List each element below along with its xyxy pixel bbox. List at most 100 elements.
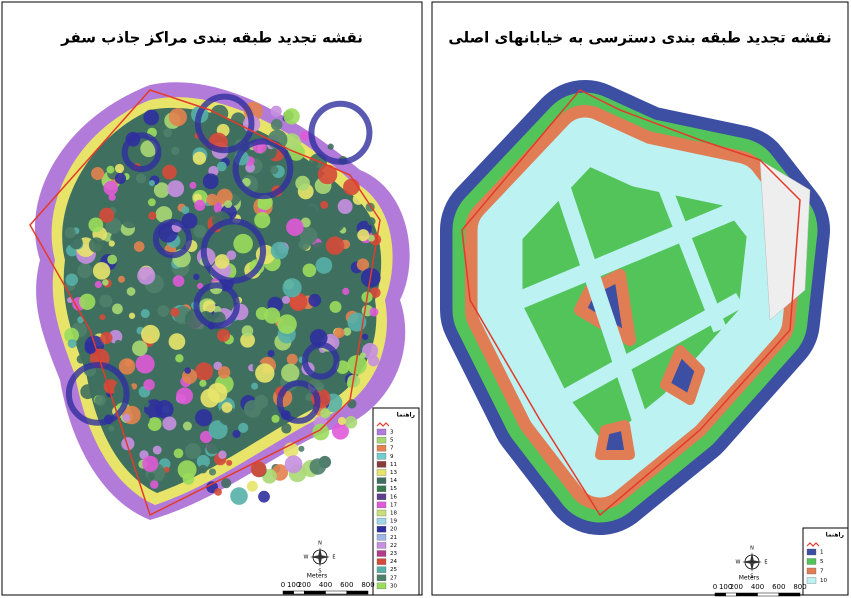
map-patch: [167, 180, 185, 198]
legend-swatch: [376, 501, 387, 509]
map-patch: [79, 293, 96, 310]
map-patch: [281, 363, 300, 383]
right-map: [440, 80, 830, 535]
map-patch: [361, 333, 369, 341]
map-patch: [320, 200, 329, 209]
map-ring: [193, 282, 240, 329]
map-patch: [214, 488, 222, 496]
map-patch: [214, 254, 230, 269]
legend-label: 19: [390, 519, 397, 525]
legend-swatch: [806, 548, 817, 556]
map-ring: [232, 138, 294, 200]
legend-label: 9: [390, 454, 394, 460]
scale-segment: [293, 590, 305, 595]
map-patch: [286, 218, 304, 236]
map-patch: [277, 314, 297, 335]
map-patch: [143, 401, 150, 408]
legend-swatch: [376, 534, 387, 541]
map-ring: [308, 100, 373, 165]
map-patch: [152, 445, 162, 455]
legend-swatch: [806, 558, 817, 565]
map-patch: [367, 355, 380, 367]
legend-swatch: [376, 469, 387, 476]
map-ring: [65, 362, 130, 426]
map-patch: [173, 448, 184, 459]
map-patch: [251, 382, 259, 390]
map-patch: [177, 460, 197, 480]
legend-swatch: [376, 453, 387, 460]
legend-boundary: [806, 542, 820, 547]
map-patch: [69, 235, 83, 250]
scale-segment: [778, 592, 801, 597]
map-patch: [299, 227, 318, 245]
legend-swatch: [376, 542, 387, 549]
map-patch: [170, 307, 180, 317]
map-patch: [316, 314, 326, 323]
map-patch: [135, 173, 147, 184]
map-patch: [108, 425, 115, 432]
compass-letter: S: [750, 574, 753, 580]
map-patch: [249, 296, 262, 309]
legend-boundary: [376, 422, 390, 427]
north-star: [310, 547, 330, 567]
scale-label: 800: [361, 581, 374, 589]
map-patch: [309, 458, 326, 475]
map-patch: [352, 193, 365, 205]
map-patch: [168, 108, 187, 127]
map-patch: [197, 282, 204, 290]
map-patch: [84, 341, 97, 354]
map-patch: [207, 382, 228, 403]
legend-title: راهنما: [397, 412, 416, 419]
scale-label: 100: [719, 583, 732, 591]
map-patch: [122, 413, 131, 422]
legend-swatch: [376, 436, 387, 444]
legend-label: 14: [390, 478, 397, 484]
map-patch: [267, 349, 275, 358]
legend-swatch: [376, 517, 387, 525]
map-patch: [367, 217, 376, 226]
map-patch: [118, 275, 125, 283]
map-patch: [281, 295, 291, 304]
legend-label: 13: [390, 470, 397, 476]
scale-segment: [714, 592, 726, 597]
map-patch: [143, 109, 160, 126]
map-patch: [163, 128, 173, 138]
scale-label: 200: [730, 583, 743, 591]
map-patch: [332, 261, 350, 278]
legend-label: 21: [390, 535, 397, 541]
scale-label: 0: [281, 581, 285, 589]
map-patch: [176, 387, 194, 405]
map-patch: [208, 468, 217, 476]
map-ring: [194, 93, 255, 154]
map-patch: [80, 384, 96, 400]
map-patch: [162, 416, 177, 431]
scale-segment: [736, 592, 758, 597]
map-patch: [142, 455, 159, 472]
map-patch: [112, 303, 123, 315]
legend-label: 20: [390, 527, 397, 533]
map-patch: [362, 342, 379, 359]
compass-letter: W: [736, 560, 741, 566]
map-patch: [230, 112, 246, 127]
map-patch: [189, 181, 197, 189]
map-patch: [356, 258, 370, 271]
legend-swatch: [806, 577, 817, 584]
map-patch: [175, 354, 184, 363]
map-patch: [370, 287, 381, 298]
map-patch: [193, 224, 207, 238]
map-patch: [132, 340, 148, 357]
map-patch: [100, 331, 113, 345]
map-patch: [329, 301, 342, 313]
map-patch: [367, 234, 375, 242]
map-patch: [135, 354, 155, 374]
map-patch: [331, 422, 349, 440]
map-patch: [108, 240, 115, 247]
map-patch: [140, 309, 150, 319]
map-patch: [99, 314, 106, 321]
compass-letter: N: [318, 541, 322, 547]
legend-label: 22: [390, 543, 397, 549]
map-patch: [172, 275, 185, 287]
scale-segment: [757, 592, 779, 597]
map-patch: [221, 478, 232, 489]
map-patch: [206, 441, 220, 455]
